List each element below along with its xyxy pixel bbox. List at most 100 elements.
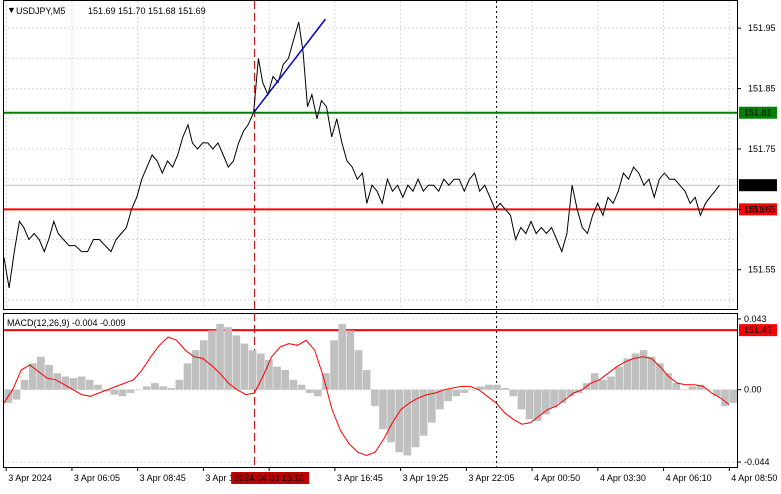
histogram-bar	[550, 389, 558, 408]
histogram-bar	[142, 386, 151, 390]
histogram-bar	[721, 389, 729, 407]
histogram-bar	[216, 323, 224, 390]
price-tick-label: 151.65	[748, 204, 776, 214]
histogram-bar	[664, 373, 672, 390]
macd-signal	[3, 336, 730, 457]
histogram-bar	[501, 388, 509, 390]
histogram-bar	[688, 386, 697, 390]
histogram-bar	[509, 389, 518, 397]
histogram-bar	[289, 379, 298, 390]
level-price-label: 151.65	[744, 204, 772, 214]
histogram-bar	[680, 389, 689, 391]
histogram-bar	[126, 389, 135, 393]
price-axis: 151.95 151.85 151.75 151.65 151.55	[737, 23, 776, 275]
histogram-bar	[240, 343, 249, 390]
histogram-bar	[45, 365, 53, 390]
histogram-bar	[558, 389, 566, 403]
histogram-bar	[12, 389, 21, 400]
histogram-bar	[338, 323, 347, 390]
histogram-bar	[151, 383, 159, 390]
histogram-bar	[713, 389, 721, 397]
histogram-bar	[607, 376, 615, 390]
histogram-bar	[436, 389, 444, 410]
signal-line	[3, 336, 730, 457]
histogram-bar	[656, 363, 664, 390]
indicator-tick-label: 0.043	[744, 314, 767, 324]
histogram-bar	[639, 350, 648, 390]
histogram-bar	[248, 350, 257, 390]
price-series	[3, 21, 720, 288]
histogram-bar	[346, 330, 355, 390]
histogram-bar	[297, 384, 306, 390]
histogram-bar	[517, 389, 526, 410]
histogram-bar	[281, 369, 290, 390]
time-tick-label: 3 Apr 19:25	[403, 473, 449, 483]
histogram-bar	[444, 389, 452, 402]
histogram-bar	[118, 389, 127, 397]
histogram-bar	[533, 389, 542, 421]
symbol-label: USDJPY,M5	[16, 6, 65, 16]
indicator-tick-label: 0.00	[744, 385, 762, 395]
price-line	[3, 21, 720, 288]
time-tick-label: 4 Apr 06:10	[666, 473, 712, 483]
histogram-bar	[615, 366, 623, 390]
current-price-label: 151.69	[744, 180, 772, 190]
histogram-bar	[729, 389, 737, 403]
time-tick-label: 3 Apr 16:45	[337, 473, 383, 483]
indicator-tick-label: -0.044	[744, 457, 770, 467]
histogram-bar	[322, 373, 330, 390]
horizontal-levels: 151.81 151.65 151.45 151.69	[4, 106, 777, 337]
level-price-label: 151.45	[744, 325, 772, 335]
histogram-bar	[69, 378, 78, 390]
histogram-bar	[61, 376, 70, 390]
price-tick-label: 151.85	[748, 84, 776, 94]
histogram-bar	[387, 389, 395, 443]
histogram-bar	[411, 389, 420, 448]
histogram-bar	[542, 389, 550, 415]
level-price-label: 151.81	[744, 108, 772, 118]
highlight-time-label: 2024.04.03 15:10	[234, 473, 304, 483]
histogram-bar	[379, 389, 387, 430]
time-axis: 3 Apr 2024 3 Apr 06:05 3 Apr 08:45 3 Apr 11…	[5, 467, 777, 484]
time-tick-label: 3 Apr 06:05	[74, 473, 120, 483]
histogram-bar	[110, 389, 119, 395]
histogram-bar	[53, 373, 62, 390]
histogram-bar	[460, 389, 469, 393]
time-tick-label: 3 Apr 11:25	[205, 473, 250, 483]
histogram-bar	[696, 384, 705, 390]
histogram-bar	[354, 350, 363, 390]
histogram-bar	[647, 356, 656, 390]
histogram-bar	[419, 389, 428, 436]
histogram-bar	[85, 379, 94, 390]
price-panel-frame	[3, 0, 738, 310]
histogram-bar	[525, 389, 534, 420]
time-tick-label: 3 Apr 08:45	[140, 473, 186, 483]
level-price-box	[739, 106, 777, 119]
trendline	[252, 18, 327, 114]
histogram-bar	[623, 358, 632, 390]
histogram-bar	[167, 388, 176, 390]
histogram-bar	[256, 353, 265, 390]
histogram-bar	[631, 353, 640, 390]
price-grid	[4, 1, 737, 309]
time-tick-label: 4 Apr 03:30	[600, 473, 646, 483]
indicator-axis: 0.043 0.00 -0.044	[737, 314, 770, 467]
histogram-bar	[362, 369, 371, 390]
macd-label: MACD(12,26,9) -0.004 -0.009	[7, 318, 126, 328]
current-price-box	[739, 179, 777, 192]
histogram-bar	[672, 383, 680, 390]
histogram-bar	[313, 389, 322, 397]
dropdown-arrow-icon[interactable]: ▼	[7, 5, 16, 15]
histogram-bar	[208, 330, 216, 390]
histogram-bar	[183, 363, 192, 390]
level-price-box	[739, 324, 777, 337]
histogram-bar	[330, 340, 338, 390]
histogram-bar	[476, 386, 485, 390]
ohlc-values: 151.69 151.70 151.68 151.69	[88, 6, 206, 16]
histogram-bar	[94, 384, 102, 390]
histogram-bar	[232, 335, 241, 390]
macd-histogram	[4, 323, 737, 456]
histogram-bar	[566, 389, 575, 397]
histogram-bar	[452, 389, 461, 397]
